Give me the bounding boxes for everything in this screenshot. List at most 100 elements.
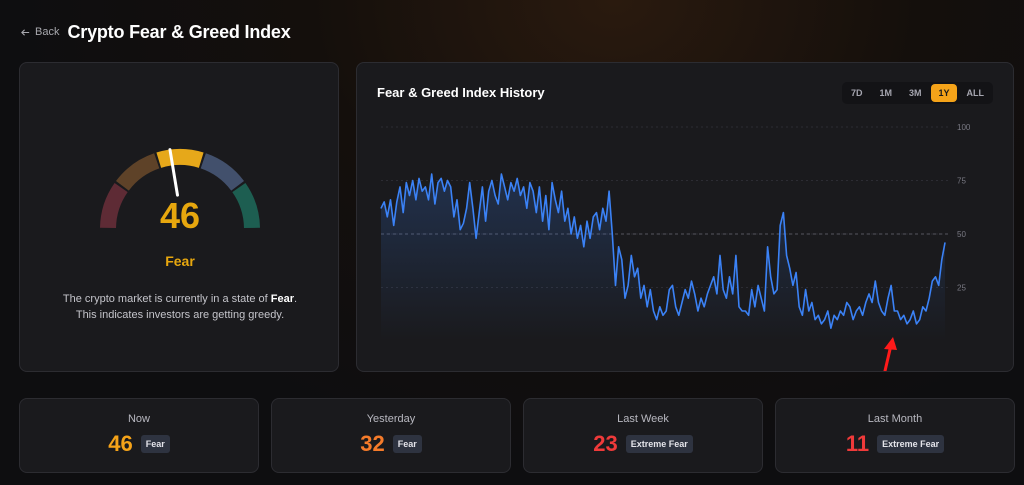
- status-badge: Fear: [140, 435, 170, 453]
- data-point: [789, 267, 791, 269]
- data-point: [697, 310, 699, 312]
- range-button-1y[interactable]: 1Y: [931, 84, 957, 102]
- data-point: [443, 190, 445, 192]
- gauge-desc-suffix: .: [294, 293, 298, 305]
- data-point: [637, 267, 639, 269]
- range-button-1m[interactable]: 1M: [879, 88, 892, 98]
- back-button[interactable]: Back: [20, 26, 59, 38]
- data-point: [529, 182, 531, 184]
- data-point: [808, 310, 810, 312]
- data-point: [662, 314, 664, 316]
- data-point: [501, 173, 502, 175]
- data-point: [890, 284, 892, 286]
- data-point: [472, 207, 474, 209]
- data-point: [833, 314, 835, 316]
- data-point: [706, 293, 708, 295]
- stat-label: Yesterday: [366, 413, 416, 425]
- y-tick-label: 75: [957, 177, 966, 186]
- gauge-needle: [168, 148, 179, 197]
- page-header: Back Crypto Fear & Greed Index: [20, 20, 291, 44]
- gauge-description: The crypto market is currently in a stat…: [40, 291, 320, 323]
- data-point: [390, 199, 391, 201]
- data-point: [855, 310, 857, 312]
- data-point: [462, 222, 464, 224]
- data-point: [513, 190, 515, 192]
- range-button-3m[interactable]: 3M: [908, 88, 922, 98]
- stat-card-yesterday: Yesterday 32 Fear: [271, 398, 511, 473]
- data-point: [586, 220, 588, 222]
- data-point: [792, 284, 794, 286]
- data-point: [703, 306, 705, 308]
- gauge-desc-prefix: The crypto market is currently in a stat…: [62, 293, 268, 305]
- data-point: [675, 306, 677, 308]
- data-point: [691, 280, 692, 282]
- data-point: [551, 182, 553, 184]
- range-button-all[interactable]: ALL: [966, 88, 985, 98]
- data-point: [906, 323, 908, 325]
- page-title: Crypto Fear & Greed Index: [67, 21, 291, 42]
- data-point: [849, 306, 851, 308]
- data-point: [526, 207, 528, 209]
- data-point: [380, 207, 382, 209]
- data-point: [710, 284, 711, 286]
- data-point: [824, 319, 825, 320]
- data-point: [754, 306, 756, 308]
- stat-value: 32: [360, 431, 385, 456]
- data-point: [694, 293, 696, 295]
- data-point: [570, 233, 572, 235]
- data-point: [798, 306, 800, 308]
- data-point: [583, 246, 585, 248]
- data-point: [681, 302, 683, 303]
- data-point: [494, 195, 496, 196]
- gauge-segment-neutral: [156, 149, 204, 168]
- data-point: [624, 297, 626, 299]
- data-point: [481, 186, 483, 188]
- gauge-desc-state: Fear: [270, 293, 295, 305]
- stat-label: Last Week: [617, 413, 669, 425]
- annotation-arrow-head: [884, 337, 897, 350]
- data-point: [897, 310, 898, 312]
- data-point: [431, 173, 433, 175]
- data-point: [903, 314, 905, 316]
- status-badge: Extreme Fear: [877, 435, 945, 453]
- data-point: [665, 310, 667, 312]
- stat-value: 46: [108, 431, 133, 456]
- data-point: [922, 306, 924, 308]
- data-point: [478, 212, 480, 214]
- stat-value: 23: [593, 431, 618, 456]
- data-point: [497, 203, 499, 205]
- data-point: [751, 289, 753, 291]
- data-point: [871, 302, 873, 303]
- data-point: [843, 314, 845, 316]
- data-point: [539, 186, 540, 188]
- data-point: [868, 293, 870, 295]
- stat-label: Now: [127, 413, 150, 425]
- data-point: [931, 280, 933, 282]
- data-point: [732, 293, 734, 295]
- data-point: [605, 220, 607, 222]
- data-point: [599, 229, 601, 231]
- data-point: [770, 276, 772, 278]
- gauge-label: Fear: [165, 253, 195, 269]
- data-point: [912, 310, 914, 312]
- data-point: [504, 186, 505, 188]
- data-point: [884, 314, 886, 316]
- data-point: [615, 284, 616, 286]
- back-label[interactable]: Back: [35, 26, 60, 38]
- data-point: [763, 310, 765, 312]
- data-point: [893, 310, 895, 312]
- data-point: [814, 319, 816, 320]
- data-point: [729, 276, 730, 278]
- gauge-value: 46: [159, 195, 201, 236]
- data-point: [653, 310, 654, 312]
- data-point: [554, 199, 556, 201]
- y-tick-label: 25: [957, 284, 966, 293]
- status-badge: Fear: [392, 435, 422, 453]
- status-badge: Extreme Fear: [625, 435, 693, 453]
- data-point: [592, 216, 594, 218]
- gauge-segment-extreme-fear: [100, 182, 128, 229]
- data-point: [466, 207, 467, 209]
- range-button-7d[interactable]: 7D: [850, 88, 863, 98]
- data-point: [402, 212, 404, 214]
- data-point: [852, 319, 854, 320]
